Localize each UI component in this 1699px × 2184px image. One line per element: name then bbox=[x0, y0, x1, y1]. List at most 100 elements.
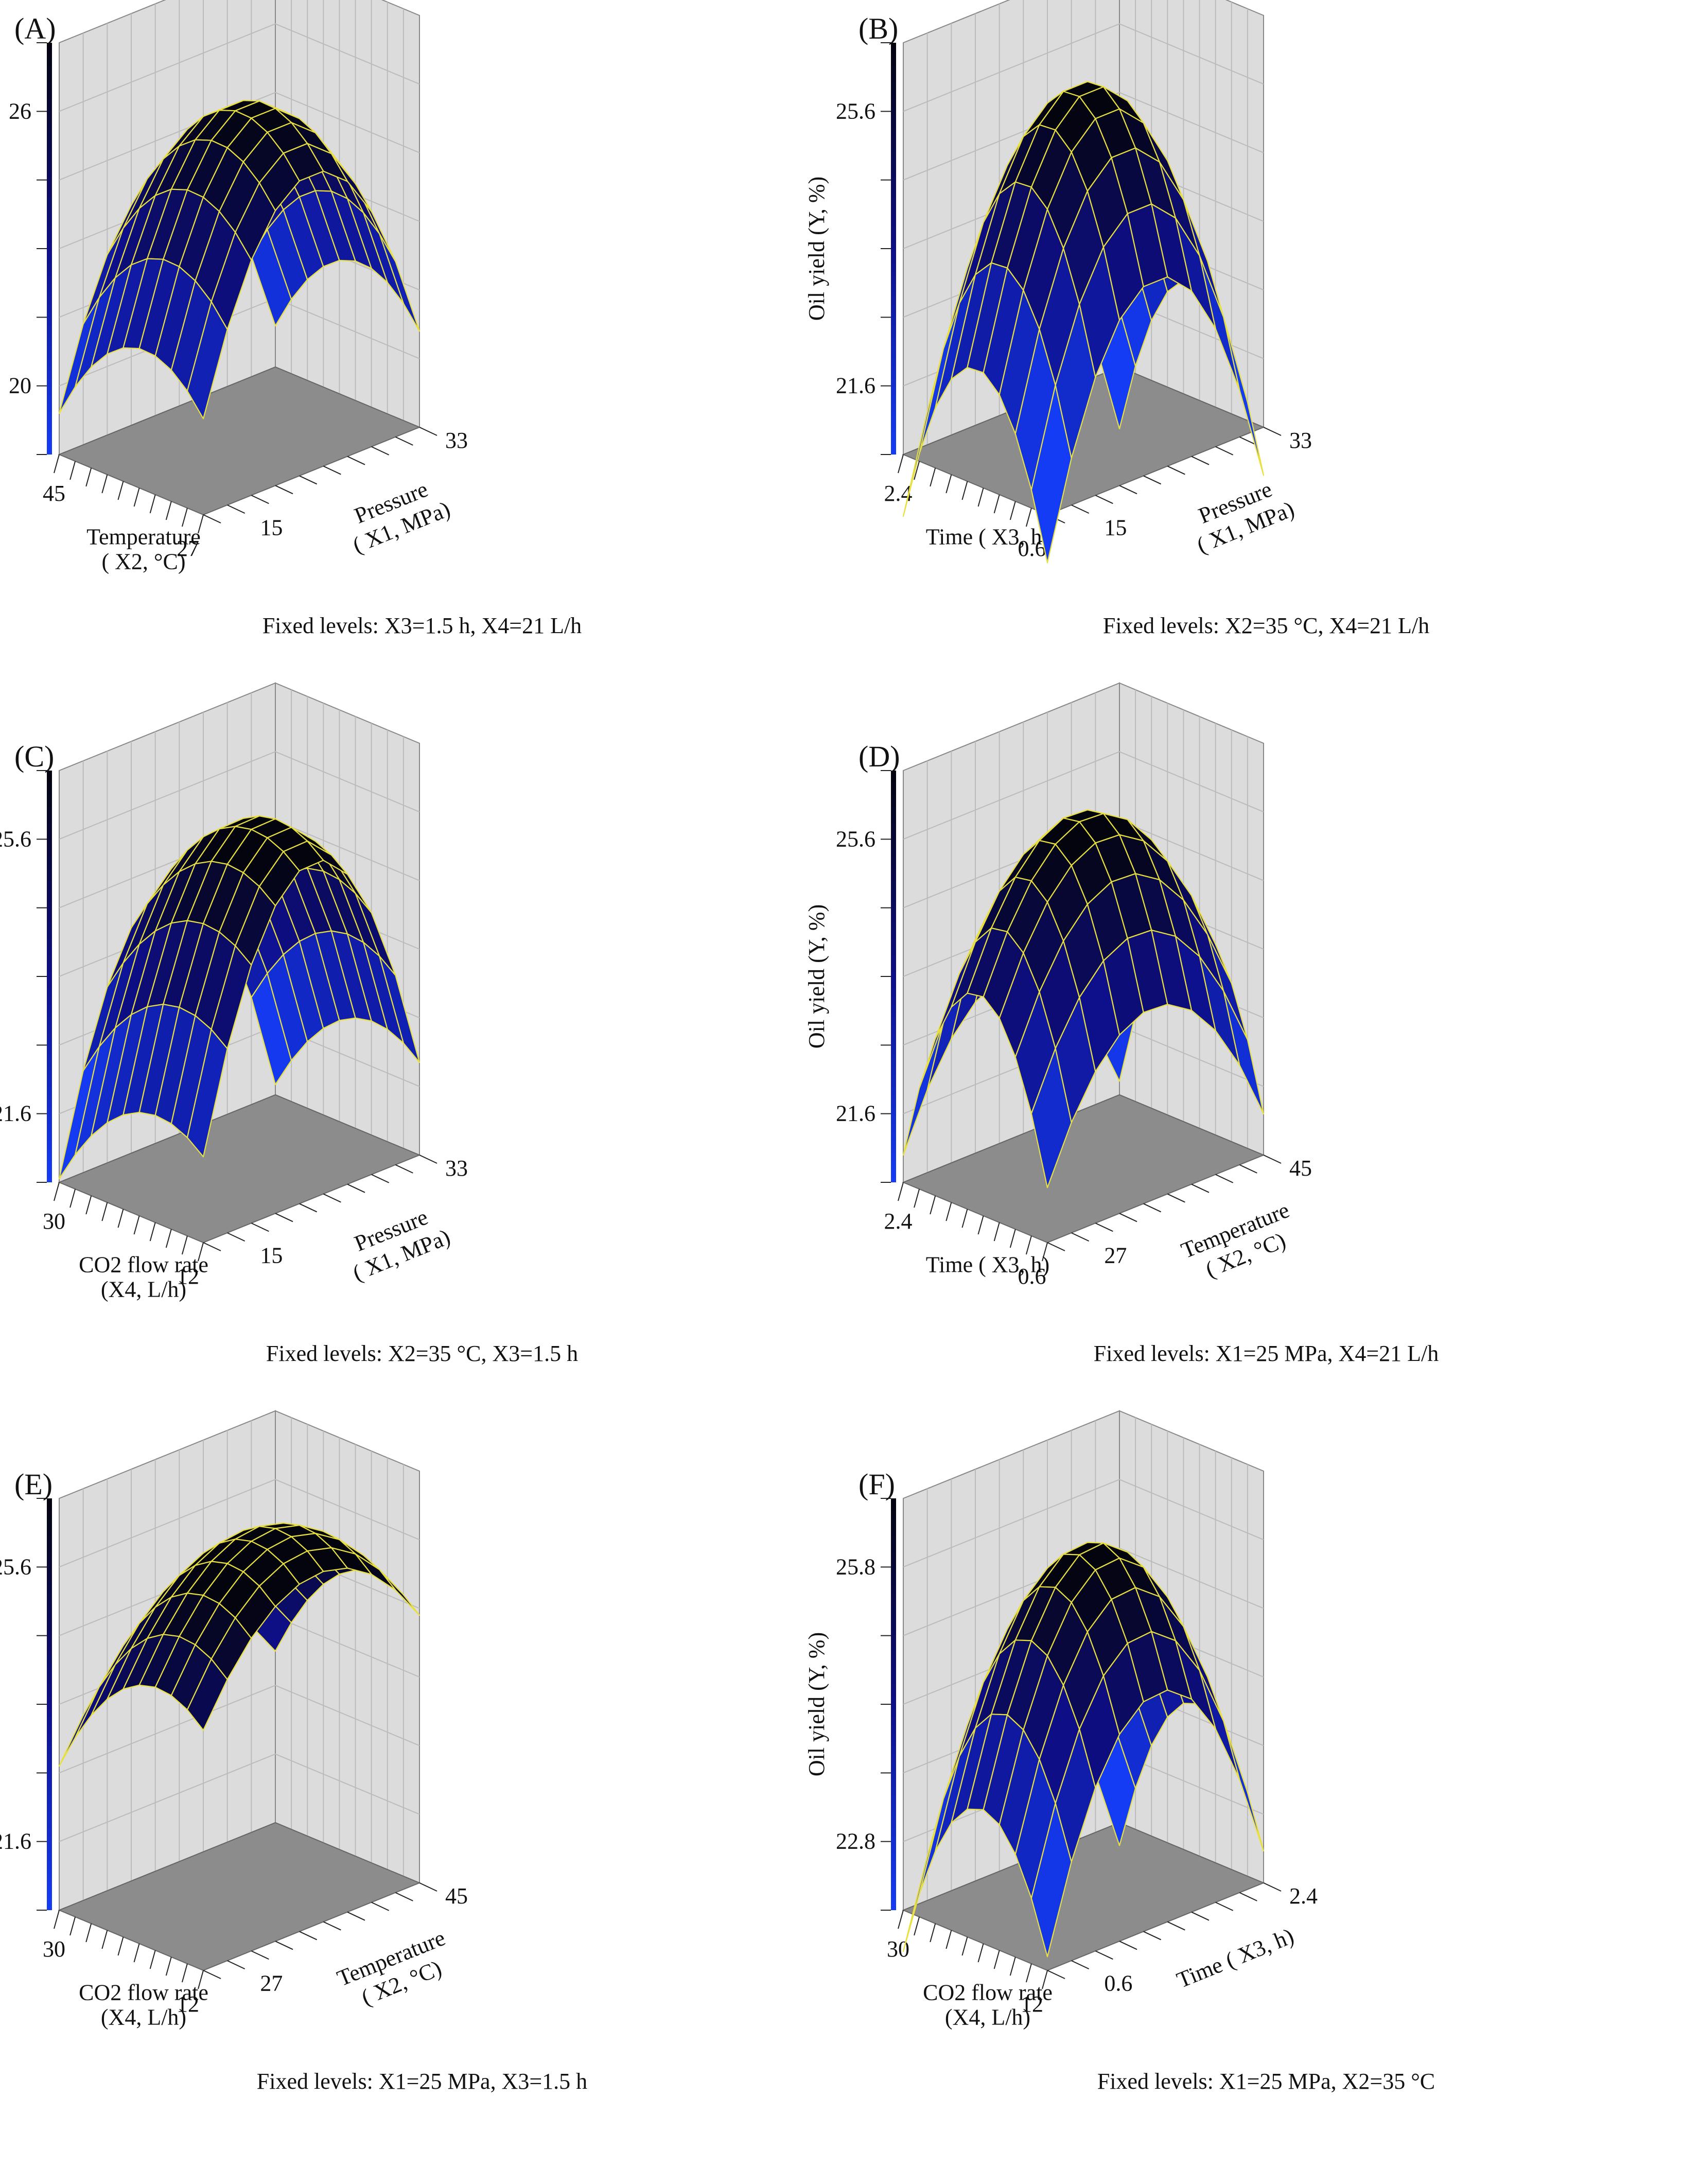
y-tick-mark bbox=[1119, 1941, 1137, 1950]
y-tick-mark bbox=[323, 1921, 341, 1931]
x-tick-mark bbox=[930, 1923, 936, 1943]
y-tick-mark bbox=[1143, 1203, 1162, 1213]
y-tick-mark bbox=[323, 465, 341, 475]
wall-gridline bbox=[59, 751, 420, 840]
z-axis-label: Oil yield (Y, %) bbox=[804, 904, 829, 1049]
z-tick-label: 21.6 bbox=[836, 373, 875, 398]
x-tick-mark bbox=[198, 1970, 204, 1989]
y-tick-mark bbox=[419, 1882, 437, 1892]
x-tick-label: 2.4 bbox=[884, 481, 913, 506]
surface-patch bbox=[1030, 385, 1072, 564]
x-tick-mark bbox=[945, 474, 952, 494]
x-tick-mark bbox=[181, 1963, 188, 1983]
color-bar bbox=[891, 43, 896, 455]
response-surface bbox=[902, 81, 1265, 564]
color-bar bbox=[891, 771, 896, 1182]
y-tick-mark bbox=[1095, 495, 1113, 504]
z-tick-label: 26 bbox=[9, 98, 31, 124]
panel-d: 25.6 21.6 Oil yield (Y, %) 2.4 0.6 Time ( X3,… bbox=[804, 682, 1688, 1456]
y-tick-label: 33 bbox=[1289, 428, 1312, 453]
x-tick-mark bbox=[181, 1235, 188, 1255]
wall-gridline bbox=[59, 1685, 420, 1774]
x-tick-mark bbox=[149, 1950, 156, 1969]
x-axis-label: (X4, L/h) bbox=[101, 1277, 186, 1302]
z-tick-label: 21.6 bbox=[0, 1101, 31, 1126]
x-tick-mark bbox=[69, 1916, 76, 1936]
x-tick-mark bbox=[977, 1943, 984, 1963]
y-tick-label: 15 bbox=[1104, 515, 1127, 540]
x-tick-mark bbox=[898, 1182, 904, 1201]
y-tick-mark bbox=[275, 485, 293, 495]
x-tick-mark bbox=[117, 1936, 124, 1956]
y-tick-mark bbox=[299, 1931, 318, 1941]
y-tick-mark bbox=[1215, 1174, 1234, 1183]
x-tick-mark bbox=[977, 1215, 984, 1235]
y-tick-mark bbox=[1143, 1931, 1162, 1941]
y-tick-mark bbox=[203, 1242, 221, 1251]
z-tick-label: 22.8 bbox=[836, 1829, 875, 1854]
panel-label: (B) bbox=[859, 12, 899, 45]
y-tick-mark bbox=[371, 446, 390, 456]
x-axis-label: Time ( X3, h) bbox=[926, 1252, 1049, 1277]
z-tick-label: 21.6 bbox=[0, 1829, 31, 1854]
y-tick-mark bbox=[371, 1174, 390, 1183]
y-tick-mark bbox=[323, 1193, 341, 1203]
x-tick-mark bbox=[85, 1923, 92, 1943]
x-tick-mark bbox=[101, 474, 108, 494]
y-tick-mark bbox=[299, 475, 318, 485]
x-axis-label: Temperature bbox=[86, 524, 201, 549]
z-axis-label: Oil yield (Y, %) bbox=[804, 1632, 829, 1776]
x-axis-label: CO2 flow rate bbox=[79, 1980, 208, 2005]
y-tick-label: 27 bbox=[260, 1971, 283, 1996]
x-tick-mark bbox=[898, 454, 904, 474]
x-tick-mark bbox=[165, 1229, 172, 1248]
x-tick-mark bbox=[117, 481, 124, 500]
x-axis-label: ( X2, °C) bbox=[101, 549, 185, 574]
response-surface bbox=[902, 1542, 1265, 1958]
x-tick-mark bbox=[54, 454, 60, 474]
x-tick-mark bbox=[181, 508, 188, 527]
y-tick-mark bbox=[1263, 1882, 1282, 1892]
x-tick-mark bbox=[85, 467, 92, 487]
x-tick-mark bbox=[993, 1222, 1000, 1242]
y-tick-mark bbox=[1167, 1921, 1185, 1931]
y-tick-mark bbox=[395, 1892, 413, 1901]
y-tick-mark bbox=[1191, 456, 1210, 465]
panel-label: (C) bbox=[14, 740, 55, 773]
y-tick-label: 45 bbox=[445, 1883, 468, 1909]
panel-f: 25.8 22.8 Oil yield (Y, %) 30 12 CO2 flow rat… bbox=[804, 1410, 1688, 2183]
z-axis-label: Oil yield (Y, %) bbox=[804, 177, 829, 321]
x-tick-mark bbox=[69, 461, 76, 480]
x-tick-mark bbox=[1025, 1963, 1032, 1983]
x-axis-label: CO2 flow rate bbox=[923, 1980, 1053, 2005]
y-tick-mark bbox=[1263, 427, 1282, 436]
x-tick-mark bbox=[165, 1956, 172, 1976]
x-axis-label: (X4, L/h) bbox=[101, 2004, 186, 2030]
x-tick-mark bbox=[133, 1215, 140, 1235]
x-tick-mark bbox=[914, 461, 920, 480]
wall-gridline bbox=[903, 92, 1264, 181]
x-tick-mark bbox=[54, 1910, 60, 1929]
y-tick-mark bbox=[1071, 1960, 1090, 1970]
y-tick-mark bbox=[203, 514, 221, 523]
y-tick-mark bbox=[1191, 1183, 1210, 1193]
y-tick-mark bbox=[227, 1960, 246, 1970]
color-bar bbox=[47, 43, 52, 455]
fixed-levels-caption: Fixed levels: X1=25 MPa, X4=21 L/h bbox=[1093, 1341, 1439, 1366]
x-tick-mark bbox=[930, 1195, 936, 1215]
x-tick-mark bbox=[117, 1209, 124, 1228]
x-tick-label: 2.4 bbox=[884, 1209, 913, 1234]
x-tick-mark bbox=[149, 494, 156, 514]
response-surface bbox=[902, 809, 1265, 1189]
y-tick-mark bbox=[347, 1911, 365, 1921]
color-bar bbox=[47, 1498, 52, 1910]
y-tick-mark bbox=[1047, 1242, 1065, 1251]
x-tick-label: 0.6 bbox=[1018, 1264, 1046, 1289]
x-tick-mark bbox=[945, 1202, 952, 1221]
